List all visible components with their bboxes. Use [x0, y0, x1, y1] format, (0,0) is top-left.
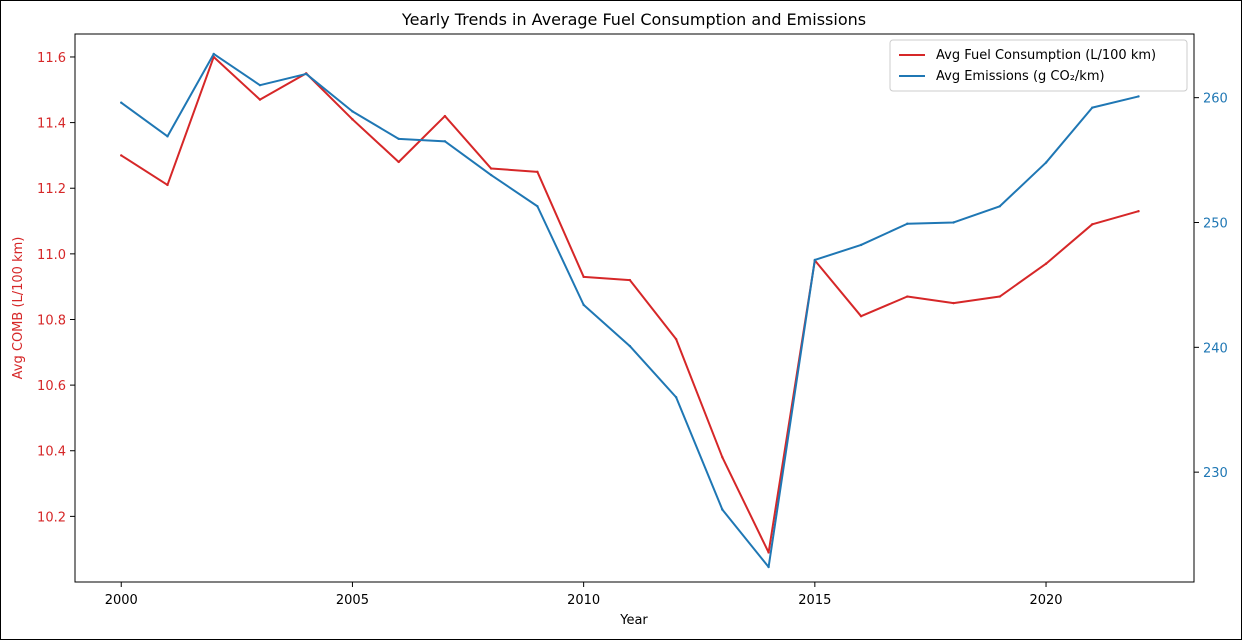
- data-point-emissions: [536, 205, 539, 208]
- data-point-fuel: [906, 295, 909, 298]
- data-point-emissions: [120, 101, 123, 104]
- y-left-tick-label: 10.4: [37, 445, 66, 460]
- y-axis-left: 10.2 10.4 10.6 10.8 11.0 11.2 11.4 11.6: [37, 51, 75, 525]
- data-point-fuel: [536, 170, 539, 174]
- data-point-emissions: [906, 222, 909, 225]
- data-point-fuel: [397, 160, 400, 164]
- data-point-fuel: [258, 98, 262, 101]
- series-line-fuel-consumption: [120, 55, 1140, 554]
- data-point-fuel: [998, 295, 1001, 298]
- data-point-fuel: [859, 315, 863, 318]
- data-point-fuel: [674, 337, 678, 341]
- legend: Avg Fuel Consumption (L/100 km) Avg Emis…: [889, 39, 1188, 92]
- data-point-emissions: [582, 303, 585, 307]
- data-point-fuel: [351, 118, 354, 121]
- data-point-emissions: [1091, 106, 1094, 109]
- data-point-emissions: [304, 72, 308, 76]
- data-point-emissions: [166, 135, 169, 138]
- y-left-tick-label: 10.6: [37, 379, 66, 394]
- y-right-tick-label: 260: [1203, 92, 1228, 107]
- data-point-emissions: [721, 508, 724, 511]
- x-tick-label: 2020: [1029, 593, 1062, 608]
- series-layer: [120, 52, 1140, 569]
- y-right-tick-label: 240: [1203, 341, 1228, 356]
- data-point-emissions: [952, 221, 955, 224]
- data-point-emissions: [443, 140, 447, 143]
- y-axis-left-label: Avg COMB (L/100 km): [11, 237, 26, 380]
- chart-title: Yearly Trends in Average Fuel Consumptio…: [401, 10, 866, 29]
- x-tick-label: 2015: [798, 593, 831, 608]
- data-point-emissions: [813, 258, 817, 262]
- data-point-fuel: [721, 456, 724, 459]
- data-point-emissions: [397, 137, 400, 141]
- x-axis: 2000 2005 2010 2015 2020: [105, 582, 1063, 608]
- y-left-tick-label: 11.6: [37, 51, 66, 66]
- data-point-fuel: [952, 301, 955, 305]
- data-point-emissions: [628, 344, 632, 348]
- y-left-tick-label: 10.2: [37, 510, 66, 525]
- data-point-fuel: [120, 154, 123, 157]
- x-tick-label: 2010: [567, 593, 600, 608]
- data-point-emissions: [351, 110, 354, 113]
- data-point-fuel: [1137, 209, 1140, 213]
- data-point-emissions: [489, 173, 493, 177]
- data-point-emissions: [1137, 95, 1140, 98]
- legend-label-fuel: Avg Fuel Consumption (L/100 km): [936, 48, 1156, 63]
- legend-label-emissions: Avg Emissions (g CO₂/km): [936, 69, 1105, 84]
- data-point-emissions: [998, 205, 1001, 208]
- data-point-fuel: [628, 278, 632, 282]
- y-left-tick-label: 11.2: [37, 182, 66, 197]
- y-left-tick-label: 11.0: [37, 248, 66, 263]
- data-point-fuel: [1044, 262, 1048, 265]
- x-tick-label: 2005: [336, 593, 369, 608]
- data-point-fuel: [767, 551, 770, 554]
- y-right-tick-label: 250: [1203, 216, 1228, 231]
- data-point-fuel: [489, 167, 493, 170]
- series-line-emissions: [120, 52, 1140, 569]
- legend-box: [889, 39, 1188, 92]
- data-point-fuel: [443, 114, 447, 118]
- y-right-tick-label: 230: [1203, 466, 1228, 481]
- x-tick-label: 2000: [105, 593, 138, 608]
- data-point-fuel: [582, 275, 585, 279]
- data-point-emissions: [258, 83, 262, 87]
- y-axis-right: 230 240 250 260: [1194, 92, 1228, 481]
- data-point-emissions: [212, 52, 215, 56]
- data-point-fuel: [1091, 223, 1094, 226]
- data-point-emissions: [674, 396, 678, 399]
- data-point-emissions: [767, 565, 770, 569]
- x-axis-label: Year: [619, 613, 648, 628]
- data-point-emissions: [859, 243, 863, 247]
- data-point-fuel: [166, 183, 169, 187]
- data-point-emissions: [1044, 161, 1048, 164]
- y-left-tick-label: 10.8: [37, 313, 66, 328]
- y-left-tick-label: 11.4: [37, 117, 66, 132]
- plot-area: [74, 33, 1195, 583]
